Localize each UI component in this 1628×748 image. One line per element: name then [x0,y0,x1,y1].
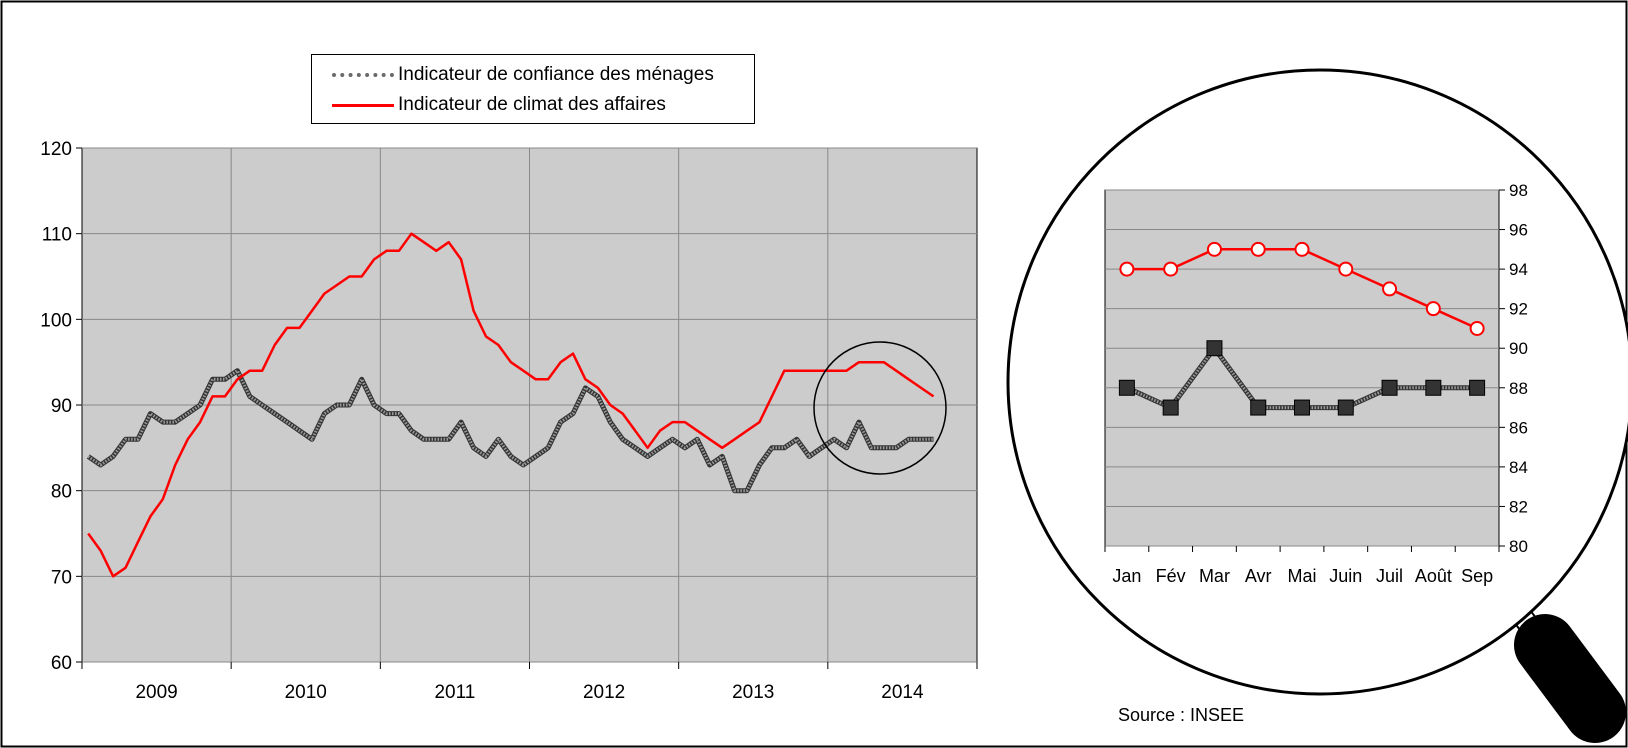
zoom-point-households [1381,379,1398,396]
main-xtick-label: 2012 [583,682,625,703]
legend-swatch-households [332,73,394,77]
zoom-xtick-label: Juin [1329,566,1362,586]
zoom-ytick-label: 84 [1509,458,1528,477]
main-ytick-label: 90 [51,396,72,417]
main-xtick-label: 2014 [881,682,924,703]
zoom-ytick-label: 90 [1509,339,1528,358]
highlight-circle [813,341,947,475]
zoom-point-households [1118,379,1135,396]
zoom-point-households [1294,399,1310,416]
zoom-point-households [1250,399,1267,416]
series-line-business [87,232,935,578]
zoom-point-business [1206,241,1222,257]
zoom-point-business [1469,320,1485,336]
series-line-households [87,369,934,493]
zoom-point-business [1425,301,1441,317]
zoom-point-households [1425,379,1442,396]
source-note: Source : INSEE [1118,705,1245,725]
main-xtick-label: 2009 [135,682,177,703]
legend-label-households: Indicateur de confiance des ménages [398,64,714,85]
zoom-point-business [1163,261,1179,277]
zoom-series-line-households [1126,345,1478,410]
zoom-ytick-label: 96 [1509,221,1528,240]
main-xtick-label: 2010 [285,682,327,703]
main-ytick-label: 60 [51,653,72,674]
zoom-point-households [1337,399,1354,416]
legend-item-business: Indicateur de climat des affaires [332,93,666,117]
legend-swatch-business [332,103,394,107]
legend: Indicateur de confiance des ménages Indi… [311,54,755,124]
main-xtick-label: 2011 [434,682,475,703]
zoom-xtick-label: Sep [1461,566,1493,586]
zoom-point-business [1119,261,1135,277]
zoom-xtick-label: Jan [1112,566,1141,586]
main-chart: 60 70 80 90 100 110 120 2009 2010 2011 2012 2013 20… [40,139,978,703]
zoom-xtick-label: Juil [1376,566,1403,586]
zoom-ytick-label: 94 [1509,260,1528,279]
zoom-point-business [1338,261,1354,277]
zoom-point-households [1162,399,1179,416]
zoom-point-business [1382,281,1398,297]
zoom-ytick-label: 82 [1509,497,1528,516]
zoom-xtick-label: Fév [1156,566,1186,586]
zoom-ytick-label: 86 [1509,418,1528,437]
main-ytick-label: 80 [51,482,72,503]
zoom-ytick-label: 88 [1509,379,1528,398]
zoom-xtick-label: Avr [1245,566,1272,586]
main-ytick-label: 110 [42,225,72,246]
zoom-ytick-label: 92 [1509,300,1528,319]
zoom-ytick-label: 80 [1509,537,1528,556]
zoom-point-business [1250,241,1266,257]
main-xtick-label: 2013 [732,682,774,703]
main-ytick-label: 70 [51,567,72,588]
main-ytick-label: 120 [40,139,72,160]
zoom-point-households [1206,340,1223,357]
zoom-point-business [1294,241,1310,257]
zoom-point-households [1469,379,1486,396]
zoom-xtick-label: Mar [1199,566,1230,586]
legend-item-households: Indicateur de confiance des ménages [332,63,714,87]
main-ytick-label: 100 [40,310,72,331]
magnifier: 80 82 84 86 88 90 92 94 96 98 Jan Fév Mar Avr Mai Juin… [1006,68,1628,743]
legend-label-business: Indicateur de climat des affaires [398,94,666,115]
zoom-ytick-label: 98 [1509,181,1528,200]
zoom-xtick-label: Août [1415,566,1452,586]
zoom-xtick-label: Mai [1287,566,1316,586]
